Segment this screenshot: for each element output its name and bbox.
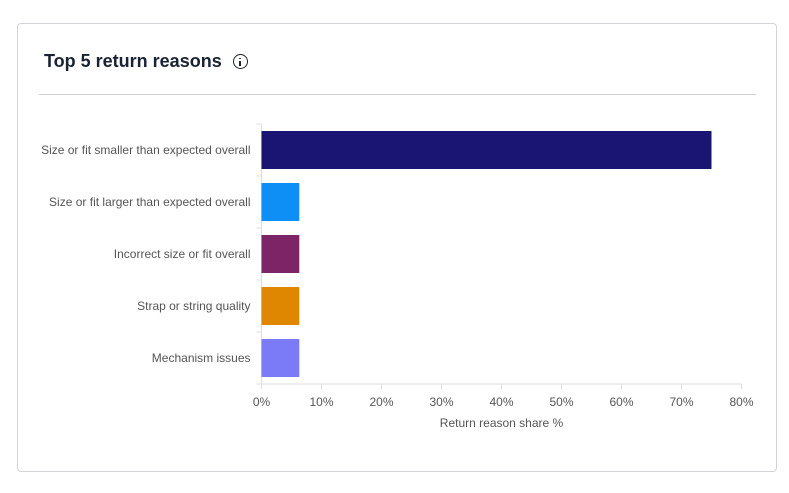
x-tick-label: 50% [549,395,573,409]
category-label: Size or fit larger than expected overall [49,195,250,209]
x-tick-label: 10% [309,395,333,409]
x-tick-label: 80% [729,395,753,409]
x-tick-label: 70% [669,395,693,409]
bar [261,235,300,273]
bar [261,287,300,325]
category-label: Strap or string quality [137,299,250,313]
chart-card: Top 5 return reasons [17,23,777,472]
category-label: Size or fit smaller than expected overal… [41,143,250,157]
x-tick-label: 40% [489,395,513,409]
bar [261,339,300,377]
x-tick-label: 30% [429,395,453,409]
card-header: Top 5 return reasons [44,51,248,72]
category-label: Mechanism issues [152,351,251,365]
bar [261,183,300,221]
bar [261,131,712,169]
category-label: Incorrect size or fit overall [114,247,251,261]
card-title: Top 5 return reasons [44,51,222,71]
x-tick-label: 60% [609,395,633,409]
x-tick-label: 0% [253,395,271,409]
x-tick-label: 20% [369,395,393,409]
divider [39,94,756,95]
x-axis-title: Return reason share % [440,416,564,430]
info-icon[interactable] [232,54,248,69]
